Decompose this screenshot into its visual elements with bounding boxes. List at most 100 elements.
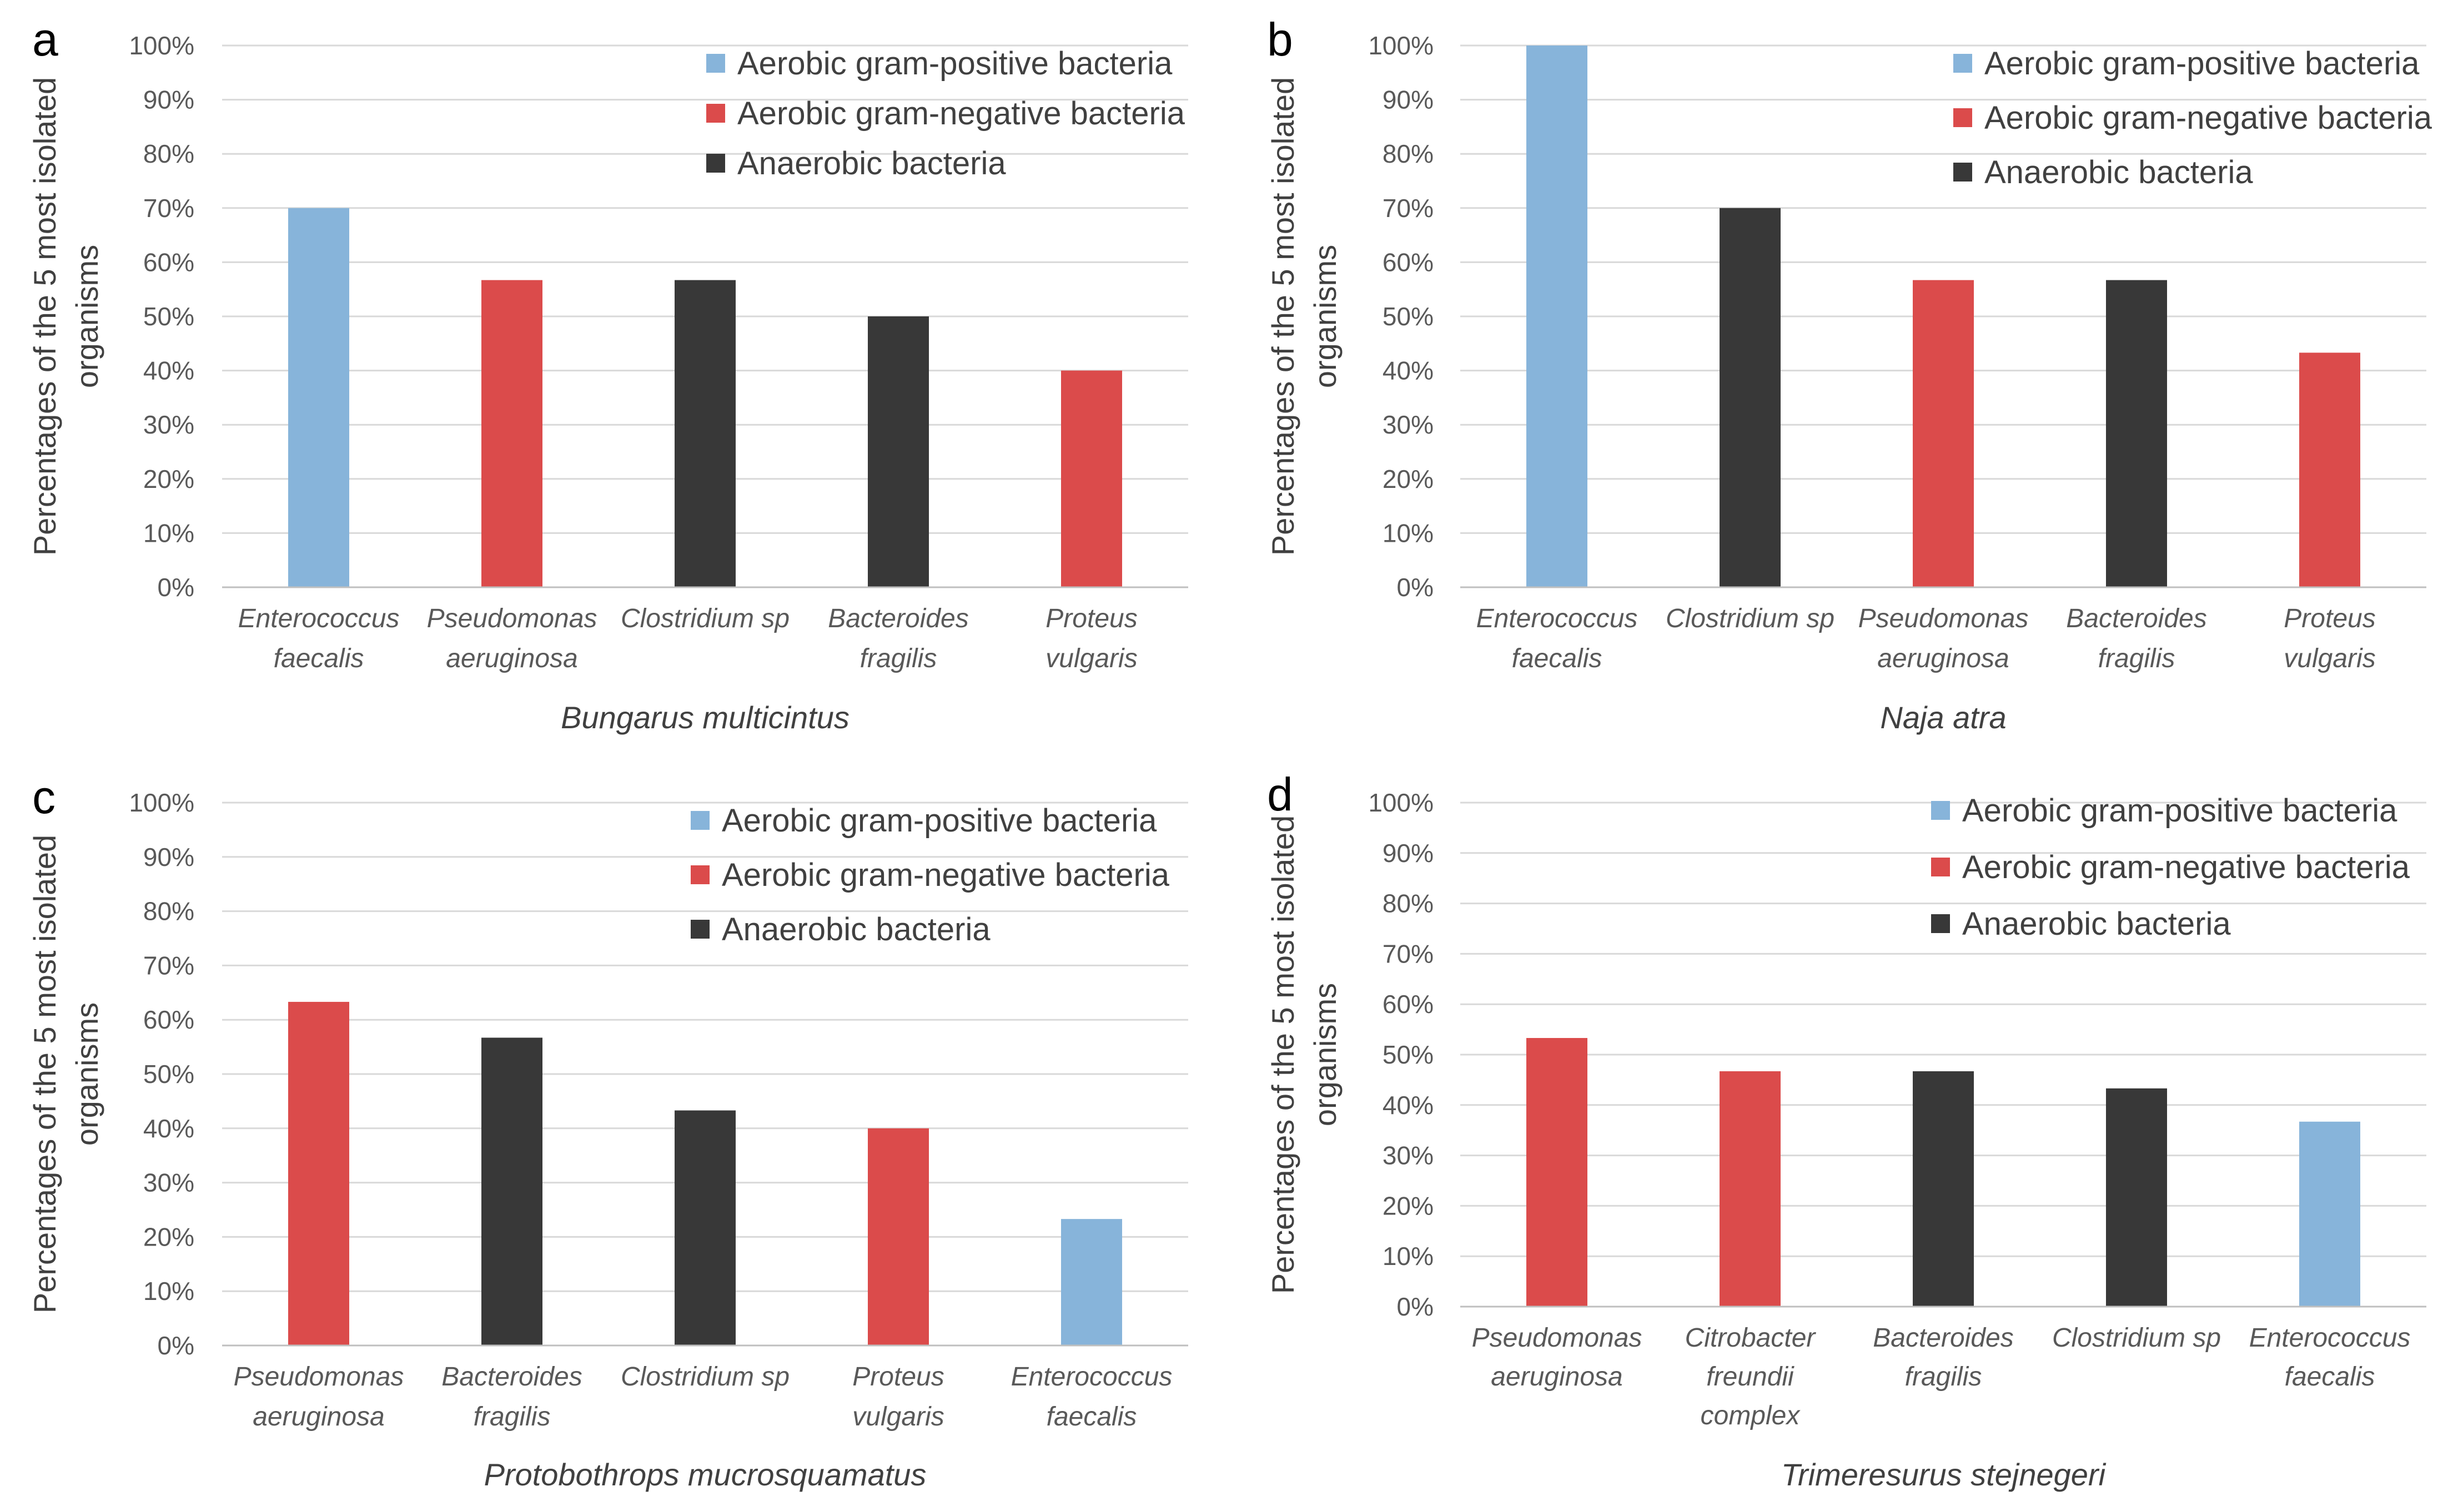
x-tick-label: Pseudomonas aeruginosa — [1472, 1323, 1642, 1392]
legend-swatch — [706, 104, 725, 123]
y-tick-label: 20% — [1383, 465, 1434, 493]
x-tick-line: Clostridium sp — [1666, 604, 1834, 633]
bar — [1526, 46, 1587, 587]
x-tick-line: Enterococcus — [1011, 1362, 1173, 1392]
panel-letter: a — [32, 13, 58, 65]
y-tick-label: 40% — [1383, 356, 1434, 385]
x-axis-label: Trimeresurus stejnegeri — [1781, 1457, 2107, 1492]
y-tick-label: 80% — [1383, 139, 1434, 168]
x-tick-line: Bacteroides — [2066, 604, 2206, 633]
y-tick-label: 30% — [143, 410, 194, 439]
x-tick-line: Bacteroides — [1873, 1323, 2013, 1353]
y-tick-label: 70% — [143, 951, 194, 980]
y-tick-label: 30% — [1383, 410, 1434, 439]
y-tick-label: 40% — [1383, 1091, 1434, 1120]
y-tick-label: 0% — [158, 1331, 194, 1360]
y-tick-label: 50% — [1383, 1040, 1434, 1069]
y-tick-label: 90% — [143, 843, 194, 871]
x-tick-line: faecalis — [1047, 1402, 1137, 1432]
bar — [1720, 208, 1781, 587]
chart-panel-d: d 0% 10% 20% 30% 40% 50% 60% 70% 80% 90% 100% Pseudo… — [1265, 768, 2426, 1492]
legend-label: Aerobic gram-positive bacteria — [722, 803, 1157, 839]
x-tick-label: Proteus vulgaris — [852, 1362, 944, 1432]
x-tick-line: Proteus — [2284, 604, 2375, 633]
legend-label: Anaerobic bacteria — [1984, 154, 2253, 190]
x-tick-line: Proteus — [852, 1362, 944, 1392]
y-tick-label: 70% — [1383, 939, 1434, 968]
x-tick-label: Clostridium sp — [621, 1362, 790, 1392]
x-tick-line: fragilis — [860, 644, 937, 673]
y-tick-label: 50% — [143, 302, 194, 331]
legend-label: Anaerobic bacteria — [737, 145, 1006, 182]
bar — [2299, 1121, 2360, 1307]
x-tick-label: Clostridium sp — [2052, 1323, 2221, 1353]
legend-swatch — [1931, 858, 1950, 876]
panel-letter: b — [1267, 13, 1293, 65]
y-axis-label-line2: organisms — [1308, 245, 1343, 388]
y-axis-label: Percentages of the 5 most isolated — [1265, 77, 1300, 556]
y-axis-label-line2: organisms — [1308, 983, 1343, 1126]
x-tick-line: Pseudomonas — [234, 1362, 404, 1392]
legend-label: Aerobic gram-positive bacteria — [1984, 46, 2420, 82]
bar — [1061, 1219, 1122, 1345]
legend-label: Aerobic gram-negative bacteria — [1962, 849, 2410, 885]
x-tick-line: fragilis — [474, 1402, 551, 1432]
y-tick-label: 100% — [1368, 788, 1434, 817]
legend-swatch — [706, 154, 725, 173]
panel-letter: c — [32, 771, 56, 823]
x-tick-label: Pseudomonas aeruginosa — [234, 1362, 404, 1432]
y-tick-label: 60% — [143, 248, 194, 276]
y-axis-label-line2: organisms — [69, 245, 104, 388]
legend-swatch — [691, 920, 710, 939]
legend-label: Anaerobic bacteria — [722, 911, 991, 947]
x-tick-label: Proteus vulgaris — [1045, 604, 1137, 673]
y-tick-label: 80% — [1383, 889, 1434, 918]
y-tick-label: 80% — [143, 139, 194, 168]
y-tick-label: 50% — [1383, 302, 1434, 331]
legend-label: Aerobic gram-negative bacteria — [737, 95, 1185, 132]
legend-swatch — [691, 811, 710, 830]
y-tick-label: 90% — [1383, 839, 1434, 868]
bar — [868, 316, 929, 587]
x-tick-line: vulgaris — [2284, 644, 2375, 673]
x-tick-label: Citrobacter freundii complex — [1685, 1323, 1817, 1430]
x-tick-label: Bacteroides fragilis — [2066, 604, 2206, 673]
y-tick-label: 20% — [143, 1222, 194, 1251]
x-tick-line: faecalis — [2285, 1362, 2375, 1392]
bar — [1913, 1071, 1974, 1307]
x-tick-line: Enterococcus — [238, 604, 400, 633]
bar — [675, 280, 736, 587]
y-tick-label: 10% — [143, 518, 194, 547]
legend-label: Aerobic gram-positive bacteria — [1962, 793, 2397, 829]
bar — [1720, 1071, 1781, 1307]
x-tick-line: Pseudomonas — [1472, 1323, 1642, 1353]
x-tick-line: Clostridium sp — [621, 1362, 790, 1392]
x-tick-line: complex — [1701, 1401, 1801, 1430]
bar — [1913, 280, 1974, 587]
x-tick-line: aeruginosa — [1491, 1362, 1623, 1392]
x-tick-line: aeruginosa — [1877, 644, 2009, 673]
x-tick-line: Bacteroides — [828, 604, 968, 633]
y-tick-label: 10% — [143, 1277, 194, 1306]
y-axis-label: Percentages of the 5 most isolated — [1265, 815, 1300, 1294]
legend-label: Aerobic gram-negative bacteria — [1984, 100, 2432, 136]
x-axis-label: Bungarus multicintus — [561, 700, 849, 735]
x-tick-line: Enterococcus — [1476, 604, 1638, 633]
x-tick-line: faecalis — [1512, 644, 1602, 673]
legend-swatch — [1953, 108, 1972, 127]
bar — [675, 1110, 736, 1345]
bar — [2106, 280, 2167, 587]
x-tick-line: Clostridium sp — [621, 604, 790, 633]
x-tick-label: Enterococcus faecalis — [1011, 1362, 1173, 1432]
y-axis-label-line2: organisms — [69, 1002, 104, 1146]
chart-panel-a: a 0% 10% 20% 30% 40% 50% 60% 70% 80% 90% 100% Entero… — [27, 13, 1188, 735]
y-tick-label: 80% — [143, 897, 194, 926]
y-tick-label: 20% — [1383, 1191, 1434, 1220]
y-tick-label: 90% — [1383, 85, 1434, 114]
y-tick-label: 100% — [1368, 31, 1434, 60]
y-tick-label: 70% — [143, 194, 194, 223]
legend-label: Aerobic gram-negative bacteria — [722, 857, 1170, 893]
x-tick-line: Pseudomonas — [427, 604, 597, 633]
bar — [288, 1001, 349, 1345]
